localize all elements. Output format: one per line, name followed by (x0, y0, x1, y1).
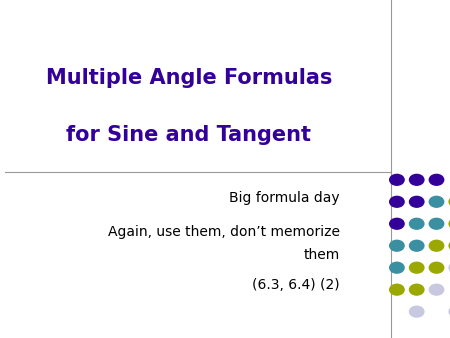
Text: (6.3, 6.4) (2): (6.3, 6.4) (2) (252, 277, 340, 292)
Circle shape (429, 196, 444, 207)
Circle shape (429, 262, 444, 273)
Circle shape (449, 262, 450, 273)
Circle shape (429, 174, 444, 185)
Circle shape (449, 240, 450, 251)
Text: Multiple Angle Formulas: Multiple Angle Formulas (46, 68, 332, 88)
Circle shape (429, 218, 444, 229)
Text: for Sine and Tangent: for Sine and Tangent (67, 125, 311, 145)
Circle shape (429, 284, 444, 295)
Circle shape (410, 284, 424, 295)
Circle shape (410, 262, 424, 273)
Circle shape (449, 306, 450, 317)
Circle shape (390, 284, 404, 295)
Circle shape (449, 196, 450, 207)
Circle shape (390, 174, 404, 185)
Circle shape (410, 240, 424, 251)
Circle shape (390, 196, 404, 207)
Text: Again, use them, don’t memorize: Again, use them, don’t memorize (108, 224, 340, 239)
Circle shape (429, 240, 444, 251)
Circle shape (410, 306, 424, 317)
Circle shape (449, 218, 450, 229)
Circle shape (390, 262, 404, 273)
Text: Big formula day: Big formula day (229, 191, 340, 205)
Text: them: them (303, 248, 340, 262)
Circle shape (410, 174, 424, 185)
Circle shape (410, 218, 424, 229)
Circle shape (390, 218, 404, 229)
Circle shape (390, 240, 404, 251)
Circle shape (410, 196, 424, 207)
